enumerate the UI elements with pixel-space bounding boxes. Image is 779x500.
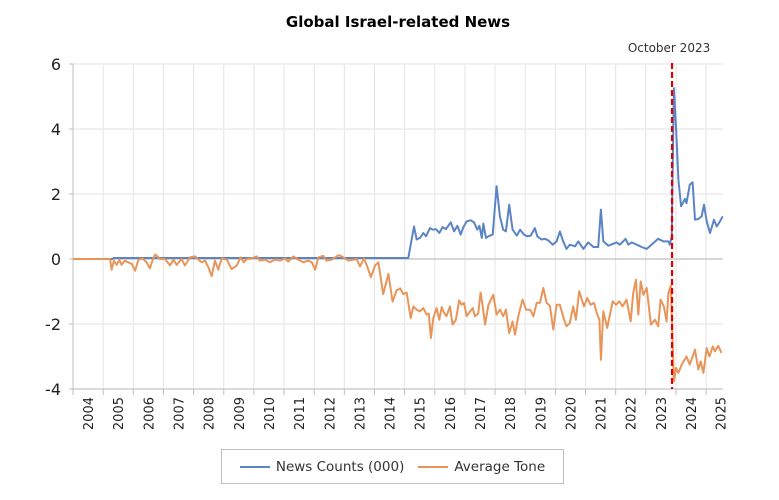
x-tick-label: 2011 — [293, 397, 308, 430]
y-tick-label: 4 — [51, 120, 61, 139]
x-tick-label: 2022 — [625, 397, 640, 430]
legend-item-average-tone[interactable]: Average Tone — [418, 459, 545, 475]
annotation-label: October 2023 — [628, 41, 710, 55]
x-tick-label: 2004 — [82, 397, 97, 430]
legend-label: News Counts (000) — [275, 458, 405, 475]
legend: News Counts (000) Average Tone — [221, 449, 564, 484]
x-tick-label: 2009 — [233, 397, 248, 430]
x-tick-label: 2018 — [504, 397, 519, 430]
x-tick-label: 2015 — [414, 397, 429, 430]
y-tick-label: 2 — [51, 185, 61, 204]
x-tick-label: 2019 — [534, 397, 549, 430]
legend-item-news-counts[interactable]: News Counts (000) — [239, 458, 405, 475]
chart-title: Global Israel-related News — [286, 13, 510, 31]
x-tick-label: 2025 — [715, 397, 730, 430]
x-tick-label: 2013 — [353, 397, 368, 430]
series-lines — [73, 87, 724, 383]
y-tick-label: 6 — [51, 55, 61, 74]
x-tick-label: 2020 — [564, 397, 579, 430]
x-tick-label: 2017 — [474, 397, 489, 430]
x-tick-label: 2014 — [384, 397, 399, 430]
x-tick-label: 2006 — [142, 397, 157, 430]
series-line-average-tone — [73, 253, 723, 383]
legend-swatch-news-counts — [239, 465, 270, 468]
annotation: October 2023 — [628, 41, 710, 389]
x-tick-label: 2016 — [444, 397, 459, 430]
series-line-news-counts — [73, 87, 724, 260]
legend-swatch-average-tone — [418, 465, 449, 468]
x-tick-label: 2024 — [685, 397, 700, 430]
x-tick-label: 2005 — [112, 397, 127, 430]
x-tick-label: 2023 — [655, 397, 670, 430]
axes: 2004 2005 2006 2007 2008 2009 2010 2011 2012 2013… — [45, 55, 730, 430]
y-tick-label: -2 — [45, 315, 61, 334]
x-tick-label: 2012 — [323, 397, 338, 430]
x-tick-label: 2008 — [203, 397, 218, 430]
y-tick-label: -4 — [45, 380, 61, 399]
x-tick-label: 2007 — [173, 397, 188, 430]
x-tick-label: 2021 — [595, 397, 610, 430]
legend-label: Average Tone — [454, 458, 546, 475]
y-tick-label: 0 — [51, 250, 61, 269]
gridlines — [73, 63, 723, 390]
x-tick-label: 2010 — [263, 397, 278, 430]
